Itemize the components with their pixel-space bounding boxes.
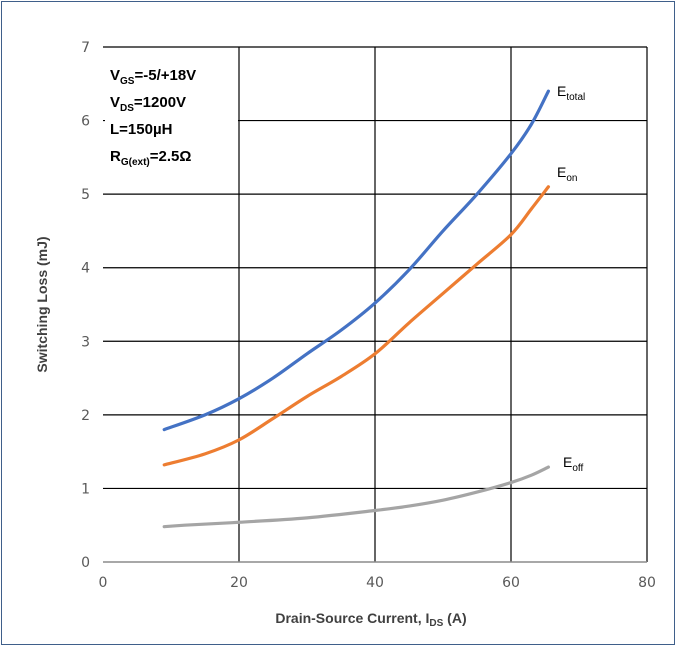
y-tick-label: 1 <box>81 481 90 497</box>
condition-line: RG(ext)=2.5Ω <box>110 148 191 168</box>
x-tick-label: 20 <box>230 575 248 591</box>
x-tick-label: 40 <box>366 575 384 591</box>
series-line-e-off <box>162 465 550 529</box>
series-label-e-off: Eoff <box>563 454 584 474</box>
tick-labels: 0 1 2 3 4 5 6 7 0 20 40 60 80 <box>81 40 656 591</box>
y-tick-label: 6 <box>81 114 90 130</box>
series-line-e-total <box>162 89 550 432</box>
condition-line: VDS=1200V <box>110 94 186 114</box>
series-labels: Etotal Eon Eoff <box>557 83 585 474</box>
series-label-e-on: Eon <box>557 164 577 184</box>
condition-line: VGS=-5/+18V <box>110 67 196 87</box>
conditions-annotation: VGS=-5/+18V VDS=1200V L=150µH RG(ext)=2.5Ω <box>105 49 238 181</box>
x-tick-label: 0 <box>99 575 108 591</box>
x-axis-label: Drain-Source Current, IDS (A) <box>275 610 466 629</box>
x-tick-label: 60 <box>502 575 520 591</box>
y-axis-label: Switching Loss (mJ) <box>34 236 50 372</box>
y-tick-label: 5 <box>81 187 90 203</box>
x-tick-label: 80 <box>638 575 656 591</box>
y-tick-label: 4 <box>81 261 90 277</box>
series-label-e-total: Etotal <box>557 83 585 103</box>
y-tick-label: 2 <box>81 408 90 424</box>
condition-line: L=150µH <box>110 121 172 138</box>
series-layer <box>162 89 550 529</box>
y-tick-label: 3 <box>81 334 90 350</box>
y-tick-label: 0 <box>81 555 90 571</box>
annotation-background <box>105 49 238 181</box>
y-tick-label: 7 <box>81 40 90 56</box>
series-line-e-on <box>162 185 550 467</box>
